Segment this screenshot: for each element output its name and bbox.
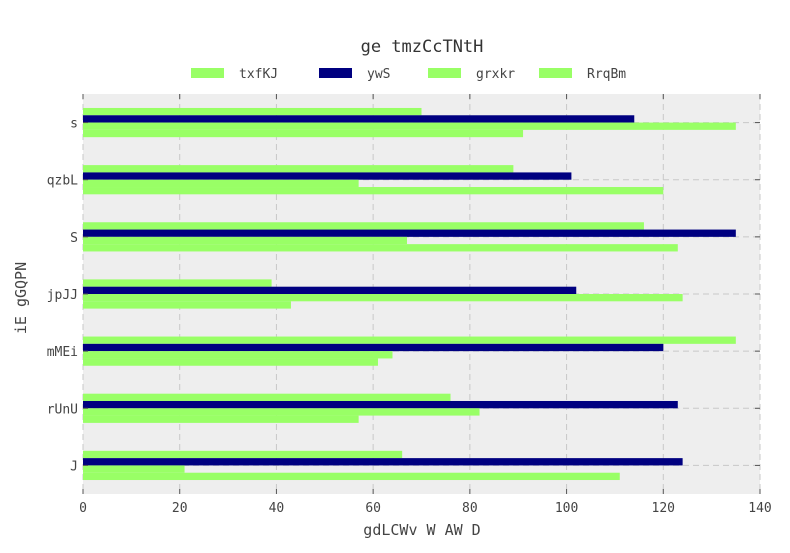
legend-label-RrqBm: RrqBm <box>587 67 626 82</box>
bar-txfKJ-mMEi <box>83 336 736 344</box>
bar-txfKJ-S <box>83 222 644 230</box>
x-tick-label-2: 40 <box>269 501 285 516</box>
bar-txfKJ-J <box>83 450 403 459</box>
bar-RrqBm-S <box>83 244 678 252</box>
y-tick-label-5: qzbL <box>47 174 78 189</box>
bar-grxkr-J <box>83 465 185 473</box>
legend-swatch-grxkr <box>428 68 461 78</box>
bar-RrqBm-rUnU <box>83 415 359 423</box>
bar-txfKJ-jpJJ <box>83 279 272 287</box>
bar-txfKJ-s <box>83 107 422 116</box>
bar-ywS-qzbL <box>83 172 572 180</box>
bar-grxkr-s <box>83 122 736 130</box>
legend-swatch-ywS <box>319 68 352 78</box>
x-tick-label-1: 20 <box>172 501 188 516</box>
legend-label-grxkr: grxkr <box>476 67 515 82</box>
x-tick-label-4: 80 <box>462 501 478 516</box>
legend-label-txfKJ: txfKJ <box>239 67 278 82</box>
bar-ywS-J <box>83 458 683 466</box>
x-tick-label-5: 100 <box>555 501 578 516</box>
y-tick-label-6: s <box>70 117 78 132</box>
bar-RrqBm-mMEi <box>83 358 378 366</box>
legend: txfKJ ywS grxkr RrqBm <box>191 67 626 82</box>
bar-ywS-jpJJ <box>83 286 577 294</box>
bar-RrqBm-qzbL <box>83 187 664 195</box>
bar-ywS-rUnU <box>83 400 678 409</box>
y-tick-label-1: rUnU <box>47 402 78 417</box>
bars <box>83 107 736 481</box>
legend-label-ywS: ywS <box>367 67 390 82</box>
y-tick-label-0: J <box>70 459 78 474</box>
bar-RrqBm-jpJJ <box>83 301 291 309</box>
y-tick-label-3: jpJJ <box>47 288 78 303</box>
y-tick-label-4: S <box>70 231 78 246</box>
x-tick-label-6: 120 <box>652 501 675 516</box>
bar-ywS-s <box>83 115 635 123</box>
x-axis-ticks: 0 20 40 60 80 100 120 140 <box>79 94 772 516</box>
bar-txfKJ-rUnU <box>83 393 451 401</box>
legend-swatch-RrqBm <box>539 68 572 78</box>
x-tick-label-3: 60 <box>365 501 381 516</box>
y-axis-label: iE gGQPN <box>12 262 30 334</box>
bar-grxkr-rUnU <box>83 408 480 416</box>
legend-swatch-txfKJ <box>191 68 224 78</box>
bar-ywS-mMEi <box>83 343 664 352</box>
bar-ywS-S <box>83 229 736 237</box>
bar-RrqBm-s <box>83 129 524 138</box>
bar-grxkr-jpJJ <box>83 294 683 302</box>
bar-RrqBm-J <box>83 472 620 481</box>
chart-title: ge tmzCcTNtH <box>361 37 484 57</box>
bar-txfKJ-qzbL <box>83 165 514 173</box>
bar-grxkr-qzbL <box>83 179 359 188</box>
x-tick-label-0: 0 <box>79 501 87 516</box>
x-axis-label: gdLCWv W AW D <box>363 521 480 539</box>
bar-grxkr-mMEi <box>83 351 393 359</box>
y-tick-label-2: mMEi <box>47 345 78 360</box>
x-tick-label-7: 140 <box>748 501 771 516</box>
bar-grxkr-S <box>83 236 407 245</box>
